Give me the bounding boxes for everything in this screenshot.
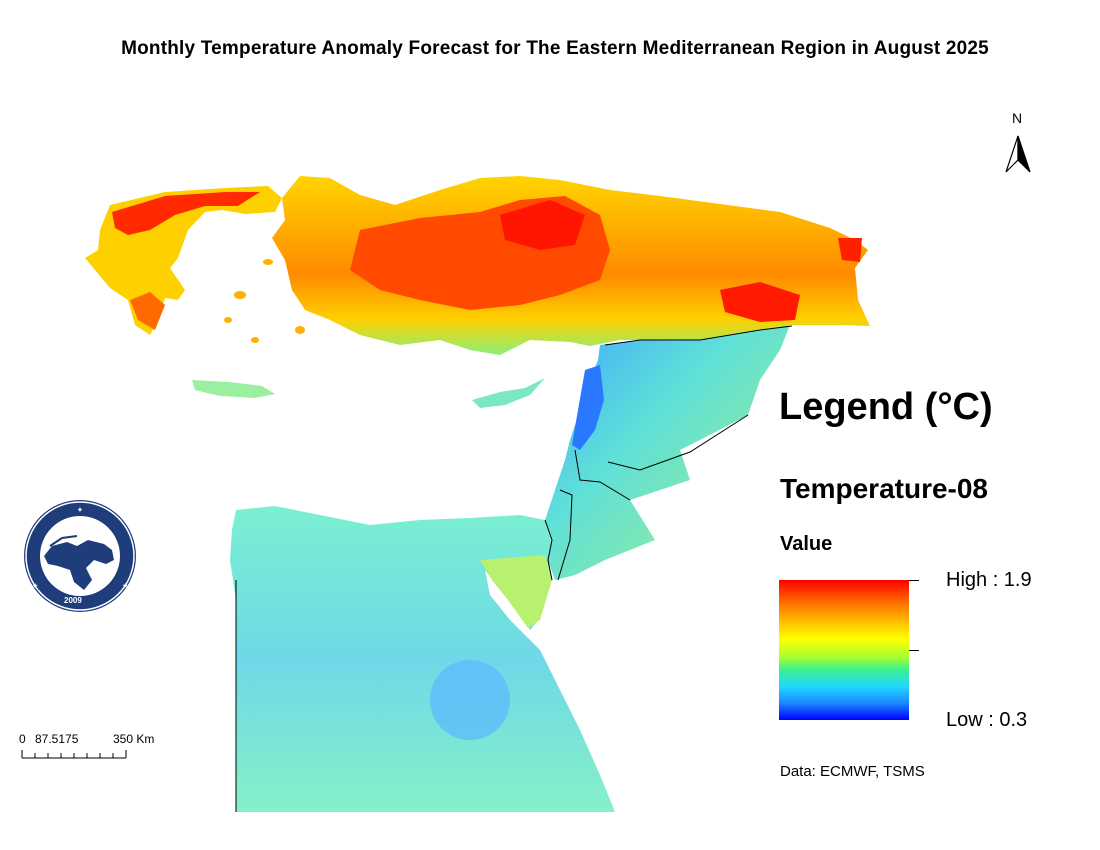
aegean-islands [224,259,305,343]
logo-year: 2009 [64,596,82,605]
legend-high-label: High : 1.9 [946,569,1032,591]
legend-field-label: Value [780,533,833,555]
svg-text:★: ★ [122,582,128,590]
scale-label-max: 350 [113,732,134,746]
climate-centre-logo: ✦ ★ ★ [24,500,136,612]
legend-tick-mid [909,650,919,651]
svg-text:✦: ✦ [77,506,83,514]
egypt-cool-patch [430,660,510,740]
legend-layer-name: Temperature-08 [780,473,989,504]
cyprus [472,378,545,408]
country-borders [235,325,793,812]
north-arrow-icon [1005,135,1031,173]
data-source: Data: ECMWF, TSMS [780,763,925,780]
scale-label-end: 350 Km [113,732,154,746]
legend-color-ramp [779,580,909,720]
northeast-hot [838,238,862,262]
legend-title: Legend (°C) [779,386,993,428]
legend-low-label: Low : 0.3 [946,709,1028,731]
greece-hot-zone [112,192,260,235]
sinai-peninsula [480,555,552,628]
svg-text:★: ★ [32,582,38,590]
levant-landmass [545,325,790,580]
legend-tick-high [909,580,919,581]
scale-bar [21,750,127,759]
anatolia-peak [500,200,585,250]
scale-label-mid: 87.5175 [35,732,79,746]
eastern-turkey-hot [720,282,800,322]
peloponnese-warm [130,292,165,330]
scale-label-zero: 0 [19,732,26,746]
crete [192,380,275,398]
scale-label-unit: Km [136,732,155,746]
lebanon-coast-cold [572,365,604,450]
map-title: Monthly Temperature Anomaly Forecast for… [121,38,989,59]
north-arrow-letter: N [1012,110,1023,126]
